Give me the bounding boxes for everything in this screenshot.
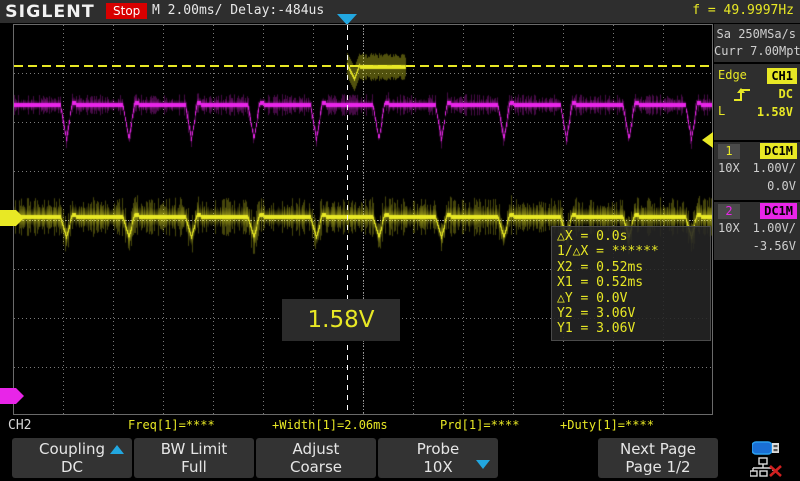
ch1-probe-label: 10X (718, 161, 740, 175)
arrow-up-icon (110, 445, 124, 454)
next-page-button[interactable]: Next Page Page 1/2 (598, 438, 718, 478)
cursor-x1: X1 = 0.52ms (557, 275, 644, 291)
bw-limit-button-value: Full (181, 458, 207, 476)
timebase-readout[interactable]: M 2.00ms/ Delay:-484us (152, 3, 325, 18)
trigger-level-row[interactable]: L 1.58V (714, 103, 800, 121)
coupling-button-value: DC (60, 458, 84, 476)
ch2-coupling-badge: DC1M (760, 203, 797, 219)
cursor-y1: Y1 = 3.06V (557, 321, 636, 337)
softkey-menu: Coupling DC BW Limit Full Adjust Coarse … (0, 436, 800, 480)
ch1-coupling-badge: DC1M (760, 143, 797, 159)
ch1-ground-label: 1 (4, 195, 12, 208)
cursor-delta-y: △Y = 0.0V (557, 290, 628, 306)
coupling-button-label: Coupling (38, 440, 106, 458)
sample-rate-readout: Sa 250MSa/s (716, 27, 796, 41)
probe-button-label: Probe (416, 440, 460, 458)
waveform-plot-area[interactable]: 1.58V △X = 0.0s 1/△X = ****** X2 = 0.52m… (13, 24, 713, 415)
ch1-offset-label: 0.0V (767, 179, 796, 193)
trigger-slope-row[interactable]: DC (714, 85, 800, 103)
measurement-period[interactable]: Prd[1]=**** (440, 418, 520, 432)
run-stop-badge[interactable]: Stop (106, 3, 148, 19)
bw-limit-button-label: BW Limit (160, 440, 228, 458)
ch2-ground-label: 2 (4, 373, 12, 386)
measurement-freq[interactable]: Freq[1]=**** (128, 418, 215, 432)
adjust-button-value: Coarse (289, 458, 343, 476)
frequency-counter-readout: f = 49.9997Hz (692, 3, 794, 18)
acquisition-panel[interactable]: Sa 250MSa/s Curr 7.00Mpts (714, 24, 800, 62)
top-status-bar: SIGLENT Stop M 2.00ms/ Delay:-484us f = … (0, 0, 800, 24)
ch2-scale-label: 1.00V/ (752, 221, 796, 235)
probe-button-value: 10X (423, 458, 453, 476)
cursor-measurement-box[interactable]: △X = 0.0s 1/△X = ****** X2 = 0.52ms X1 =… (551, 226, 711, 341)
memory-depth-readout: Curr 7.00Mpts (714, 44, 800, 58)
waveform-traces (14, 25, 712, 414)
ch1-ground-marker[interactable]: 1 (0, 195, 24, 226)
trigger-mode-label: L (718, 104, 726, 118)
ch1-scale-label: 1.00V/ (752, 161, 796, 175)
ch2-ground-marker[interactable]: 2 (0, 373, 24, 404)
ch1-scale-row[interactable]: 10X 1.00V/ (714, 160, 800, 178)
cursor-delta-x: △X = 0.0s (557, 229, 628, 244)
next-page-button-value: Page 1/2 (625, 458, 691, 476)
ch1-header-row[interactable]: 1 DC1M (714, 142, 800, 160)
trigger-level-arrow[interactable] (702, 132, 713, 148)
coupling-button[interactable]: Coupling DC (12, 438, 132, 478)
arrow-down-icon (476, 460, 490, 469)
usb-drive-icon (751, 440, 782, 460)
adjust-button-label: Adjust (292, 440, 340, 458)
adjust-button[interactable]: Adjust Coarse (256, 438, 376, 478)
trigger-level-value-badge: 1.58V (282, 299, 400, 341)
vertical-cursor-x[interactable] (347, 25, 348, 414)
channel-2-panel[interactable]: 2 DC1M 10X 1.00V/ -3.56V (714, 202, 800, 260)
ch2-header-row[interactable]: 2 DC1M (714, 202, 800, 220)
ch2-number: 2 (718, 204, 740, 219)
measurement-pos-width[interactable]: +Width[1]=2.06ms (272, 418, 388, 432)
ch2-offset-label: -3.56V (752, 239, 796, 253)
trigger-source-badge: CH1 (767, 68, 797, 84)
next-page-button-label: Next Page (619, 440, 697, 458)
ch2-probe-label: 10X (718, 221, 740, 235)
cursor-inv-delta-x: 1/△X = ****** (557, 244, 659, 260)
bw-limit-button[interactable]: BW Limit Full (134, 438, 254, 478)
ch2-scale-row[interactable]: 10X 1.00V/ (714, 220, 800, 238)
measurement-source-label: CH2 (8, 418, 32, 433)
trigger-position-arrow[interactable] (337, 14, 357, 25)
channel-1-panel[interactable]: 1 DC1M 10X 1.00V/ 0.0V (714, 142, 800, 200)
brand-logo: SIGLENT (5, 2, 95, 22)
right-sidebar: Sa 250MSa/s Curr 7.00Mpts Edge CH1 DC L … (714, 24, 800, 415)
rising-edge-icon (732, 86, 754, 106)
probe-button[interactable]: Probe 10X (378, 438, 498, 478)
io-status-button[interactable] (744, 438, 798, 478)
lan-disconnected-icon (749, 457, 784, 481)
measurement-strip: CH2 Freq[1]=**** +Width[1]=2.06ms Prd[1]… (0, 416, 800, 436)
ch1-number: 1 (718, 144, 740, 159)
trigger-type-label: Edge (718, 68, 747, 82)
horizontal-cursor-y[interactable] (14, 65, 712, 67)
trigger-level-value: 1.58V (756, 105, 793, 119)
cursor-x2: X2 = 0.52ms (557, 259, 644, 275)
trigger-panel[interactable]: Edge CH1 DC L 1.58V (714, 64, 800, 140)
measurement-pos-duty[interactable]: +Duty[1]=**** (560, 418, 654, 432)
trigger-type-row[interactable]: Edge CH1 (714, 67, 800, 85)
cursor-y2: Y2 = 3.06V (557, 306, 636, 322)
trigger-coupling-label: DC (778, 87, 793, 101)
